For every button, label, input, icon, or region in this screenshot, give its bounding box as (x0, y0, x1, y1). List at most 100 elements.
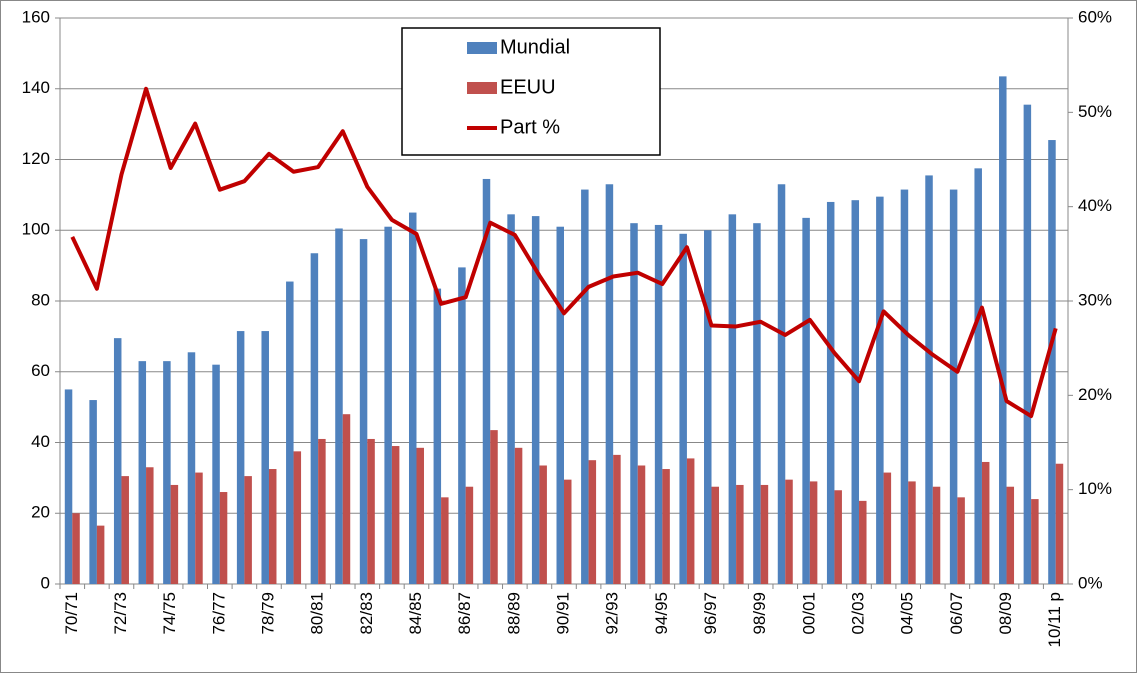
bar (433, 288, 442, 584)
y-tick-label: 80 (31, 290, 50, 309)
legend-label: EEUU (500, 76, 556, 98)
y2-tick-label: 30% (1078, 290, 1112, 309)
x-tick-label: 98/99 (750, 592, 769, 635)
x-tick-label: 10/11 p (1045, 592, 1064, 647)
bar (1006, 486, 1015, 584)
bar (974, 168, 982, 584)
x-tick-label: 94/95 (652, 592, 671, 635)
y2-tick-label: 50% (1078, 102, 1112, 121)
bar (170, 484, 179, 584)
x-tick-label: 78/79 (258, 592, 277, 635)
bar (777, 184, 786, 584)
bar (949, 189, 958, 584)
bar (809, 481, 818, 584)
bar (335, 228, 343, 584)
bar (367, 438, 375, 584)
bar (318, 438, 326, 584)
bar (359, 239, 368, 584)
bar (908, 481, 916, 584)
bar (662, 469, 670, 584)
x-tick-label: 70/71 (62, 592, 81, 635)
bar (514, 447, 523, 584)
bar (564, 479, 572, 584)
bar (244, 476, 252, 584)
bar (686, 458, 695, 584)
y-tick-label: 100 (22, 220, 50, 239)
bar (876, 196, 884, 585)
bar (711, 486, 720, 584)
bar (163, 361, 171, 584)
bar (900, 189, 909, 584)
x-tick-label: 02/03 (849, 592, 868, 635)
bar (195, 472, 203, 584)
y-tick-label: 40 (31, 432, 50, 451)
bar (581, 189, 589, 584)
y2-tick-label: 60% (1078, 7, 1112, 26)
x-tick-label: 00/01 (799, 592, 818, 635)
bar (236, 331, 245, 584)
bar (605, 184, 614, 584)
bar (64, 389, 73, 584)
y-tick-label: 20 (31, 503, 50, 522)
bar (826, 201, 835, 584)
bar (391, 446, 400, 584)
bar (408, 212, 417, 584)
bar (539, 465, 547, 584)
x-tick-label: 04/05 (898, 592, 917, 635)
x-tick-label: 80/81 (308, 592, 327, 635)
bar (384, 226, 392, 584)
x-tick-label: 90/91 (553, 592, 572, 635)
bar (96, 525, 105, 584)
bar (146, 467, 154, 584)
bar (121, 476, 129, 584)
y2-tick-label: 10% (1078, 479, 1112, 498)
x-tick-label: 86/87 (455, 592, 474, 635)
bar (458, 267, 466, 584)
bar (72, 513, 80, 584)
bar (704, 230, 712, 584)
bar (1055, 463, 1064, 584)
bar (999, 76, 1007, 585)
bar (925, 175, 933, 584)
bar (342, 414, 351, 584)
bar (482, 178, 491, 585)
y-tick-label: 0 (41, 573, 50, 592)
bar (138, 361, 147, 584)
y2-tick-label: 20% (1078, 385, 1112, 404)
y-tick-label: 160 (22, 7, 50, 26)
bar (1048, 140, 1056, 584)
y-tick-label: 140 (22, 78, 50, 97)
bar (113, 338, 122, 584)
bar (859, 500, 867, 584)
bar (268, 469, 277, 584)
bar (630, 223, 638, 585)
line (70, 86, 1058, 419)
bar (556, 226, 564, 584)
bar (441, 497, 449, 584)
legend-swatch (467, 82, 497, 94)
bar (310, 253, 319, 584)
x-tick-label: 92/93 (603, 592, 622, 635)
y-tick-label: 120 (22, 149, 50, 168)
bar (416, 447, 424, 584)
x-tick-label: 72/73 (111, 592, 130, 635)
bar (736, 484, 744, 584)
bar (531, 216, 540, 584)
bar (728, 214, 737, 585)
y-tick-label: 60 (31, 361, 50, 380)
x-tick-label: 82/83 (357, 592, 376, 635)
bar (760, 484, 769, 584)
y2-tick-label: 0% (1078, 573, 1103, 592)
bar (212, 364, 220, 584)
bar (981, 461, 990, 584)
bar (293, 451, 302, 584)
bar (613, 454, 621, 584)
x-tick-label: 74/75 (160, 592, 179, 635)
bar (261, 331, 269, 584)
bar (753, 223, 761, 585)
bar (89, 400, 97, 584)
bar (654, 224, 663, 584)
bar (883, 472, 892, 584)
